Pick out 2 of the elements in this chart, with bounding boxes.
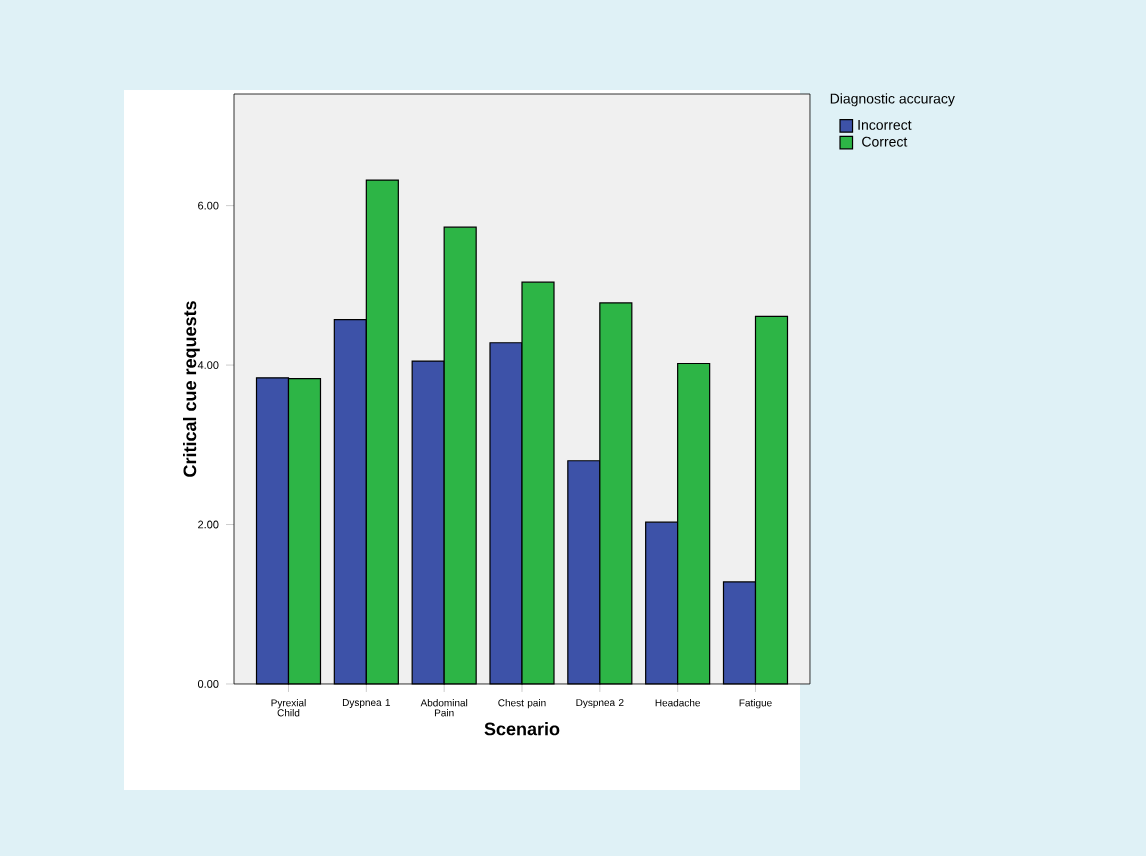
x-axis-title: Scenario <box>484 722 560 736</box>
y-axis-title: Critical cue requests <box>183 301 200 477</box>
